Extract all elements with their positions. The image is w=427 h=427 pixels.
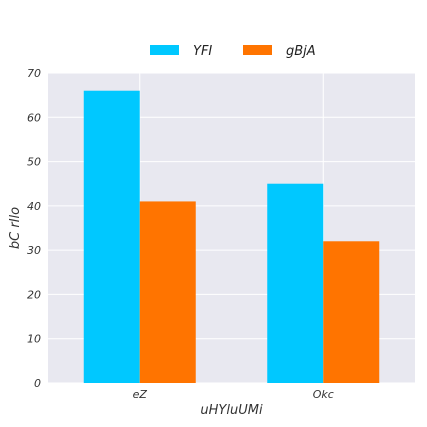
y-tick-label: 60 <box>27 111 41 124</box>
y-tick-label: 20 <box>27 288 41 301</box>
legend-swatch <box>243 45 272 55</box>
legend-swatch <box>150 45 179 55</box>
x-axis-label: uHYluUMi <box>200 403 263 418</box>
legend-label: gBjA <box>286 44 316 59</box>
legend-label: YFI <box>193 44 212 59</box>
x-tick-label: Okc <box>313 388 334 401</box>
bars <box>83 90 380 383</box>
y-tick-labels: 0 10 20 30 40 50 60 70 <box>27 67 41 390</box>
bar-gBjA-eZ <box>139 201 196 383</box>
y-tick-label: 70 <box>27 67 41 80</box>
x-tick-labels: eZ Okc <box>133 388 334 401</box>
y-tick-label: 30 <box>27 244 41 257</box>
y-tick-label: 0 <box>34 377 41 390</box>
bar-YFI-eZ <box>83 90 140 383</box>
y-tick-label: 10 <box>27 333 41 346</box>
bar-gBjA-Okc <box>323 241 380 383</box>
y-tick-label: 50 <box>27 156 41 169</box>
y-axis-label: bC rIlo <box>8 207 23 249</box>
bar-YFI-Okc <box>267 183 324 383</box>
x-tick-label: eZ <box>133 388 148 401</box>
y-tick-label: 40 <box>27 200 41 213</box>
legend: YFI gBjA <box>150 44 316 59</box>
